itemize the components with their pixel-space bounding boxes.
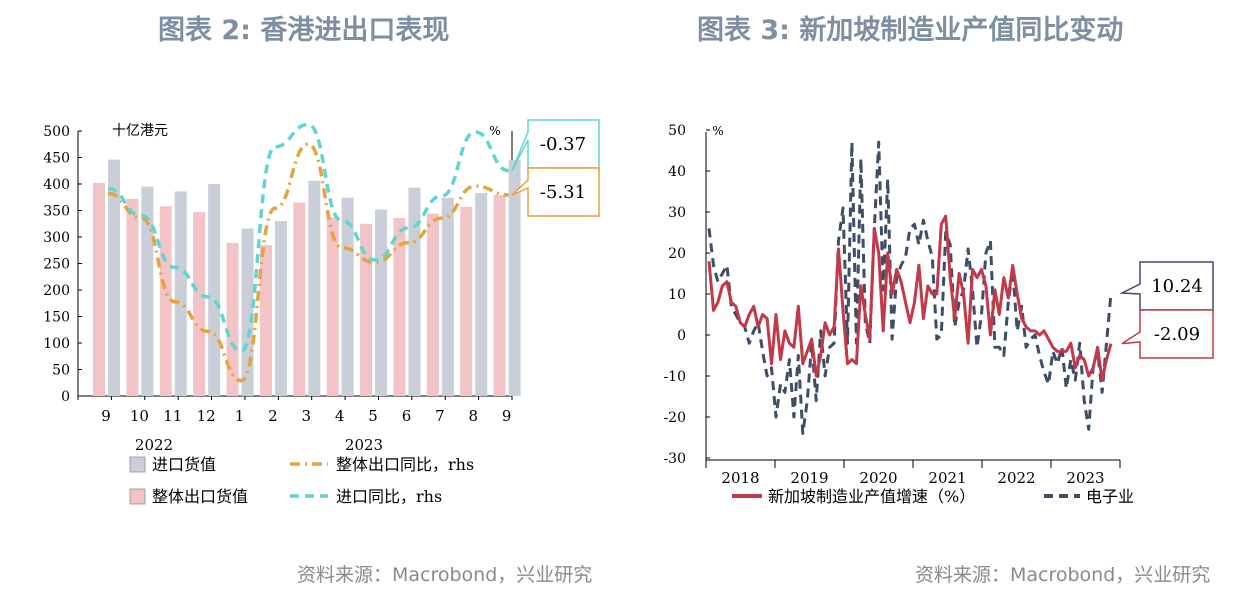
right-callout-manufacturing-value: -2.09 [1154, 324, 1200, 345]
right-source-note: 资料来源：Macrobond，兴业研究 [915, 564, 1211, 586]
left-y-tick-label: 100 [43, 336, 70, 352]
left-bar-export [126, 198, 139, 396]
left-x-tick-label: 9 [101, 407, 111, 425]
right-line-manufacturing [707, 214, 1113, 382]
left-y-tick-label: 300 [43, 230, 70, 246]
left-x-tick-label: 7 [435, 407, 445, 425]
left-x-tick-label: 4 [335, 407, 345, 425]
left-year-label: 2022 [135, 436, 173, 454]
left-bar-export [460, 206, 473, 396]
left-y2-unit-label: % [489, 124, 500, 138]
left-bar-export [426, 213, 439, 396]
left-callout-export-box [511, 167, 600, 217]
right-x-tick-label: 2023 [1066, 469, 1104, 487]
right-callout-electronics-value: 10.24 [1151, 276, 1203, 297]
left-bar-export [93, 182, 105, 396]
left-y-tick-label: 500 [43, 124, 70, 140]
right-x-tick-label: 2018 [721, 469, 759, 487]
left-y-tick-label: 50 [52, 363, 70, 379]
left-bar-import [308, 180, 321, 396]
right-line-electronics [707, 140, 1113, 435]
left-bar-import [141, 186, 154, 396]
left-bar-export [360, 223, 373, 396]
left-bar-export [193, 212, 206, 396]
left-line-export-yoy [107, 142, 509, 383]
left-bar-export [393, 217, 406, 396]
left-line-import-yoy [107, 122, 510, 353]
right-legend-label: 电子业 [1086, 487, 1134, 506]
right-y-tick-label: 40 [668, 164, 686, 180]
right-y-tick-label: -30 [663, 451, 686, 467]
right-chart-title: 图表 3: 新加坡制造业产值同比变动 [697, 15, 1124, 46]
left-legend-swatch [129, 456, 146, 473]
left-bar-export [326, 217, 339, 396]
left-x-tick-label: 6 [402, 407, 412, 425]
left-chart-title: 图表 2: 香港进出口表现 [158, 15, 450, 46]
left-callout-export-value: -5.31 [540, 182, 586, 203]
left-year-label: 2023 [345, 436, 383, 454]
left-bar-import [208, 184, 221, 396]
left-legend-label: 整体出口同比，rhs [336, 455, 474, 474]
left-bar-import [441, 197, 454, 396]
left-bar-import [475, 193, 488, 396]
left-y-tick-label: 400 [43, 177, 70, 193]
right-x-tick-label: 2021 [928, 469, 966, 487]
right-y-tick-label: 50 [668, 123, 686, 139]
left-bar-export [226, 242, 239, 396]
left-bar-export [493, 195, 506, 396]
left-bar-import [408, 187, 421, 396]
left-x-tick-label: 3 [302, 407, 312, 425]
left-y-tick-label: 350 [43, 204, 70, 220]
left-bar-export [293, 202, 306, 396]
left-y-unit-label: 十亿港元 [112, 123, 168, 139]
right-y-tick-label: 0 [677, 328, 686, 344]
right-y-tick-label: -10 [663, 369, 686, 385]
right-x-tick-label: 2020 [859, 469, 897, 487]
right-y-tick-label: -20 [663, 410, 686, 426]
left-x-tick-label: 12 [197, 407, 216, 425]
left-legend-label: 整体出口货值 [152, 487, 248, 506]
right-callout-manufacturing-box [1121, 309, 1214, 359]
left-x-tick-label: 2 [268, 407, 278, 425]
left-legend-label: 进口货值 [152, 455, 216, 474]
right-legend-label: 新加坡制造业产值增速（%） [768, 487, 975, 506]
left-callout-import-box [511, 119, 600, 172]
left-x-tick-label: 9 [502, 407, 512, 425]
left-x-tick-label: 1 [235, 407, 245, 425]
left-x-tick-label: 5 [368, 407, 378, 425]
right-callout-electronics-box [1119, 261, 1214, 311]
left-y-tick-label: 150 [43, 310, 70, 326]
left-bar-import [508, 160, 521, 396]
left-x-tick-label: 8 [468, 407, 478, 425]
left-y-tick-label: 250 [43, 257, 70, 273]
right-x-tick-label: 2022 [997, 469, 1035, 487]
left-bar-import [174, 191, 187, 396]
left-x-tick-label: 11 [163, 407, 182, 425]
left-y-tick-label: 0 [61, 389, 70, 405]
left-bar-import [108, 159, 120, 396]
left-callout-import-value: -0.37 [540, 134, 586, 155]
right-y-tick-label: 20 [668, 246, 686, 262]
left-bar-export [259, 244, 272, 396]
left-x-tick-label: 10 [130, 407, 149, 425]
left-bar-import [274, 221, 287, 396]
right-x-tick-label: 2019 [790, 469, 828, 487]
left-legend-label: 进口同比，rhs [336, 487, 442, 506]
left-source-note: 资料来源：Macrobond，兴业研究 [297, 564, 593, 586]
right-y-unit-label: % [712, 124, 723, 138]
left-legend-swatch [129, 488, 146, 505]
right-y-tick-label: 10 [668, 287, 686, 303]
left-y-tick-label: 200 [43, 283, 70, 299]
left-bar-import [241, 228, 254, 396]
left-y-tick-label: 450 [43, 151, 70, 167]
left-bar-import [375, 209, 388, 396]
right-y-tick-label: 30 [668, 205, 686, 221]
